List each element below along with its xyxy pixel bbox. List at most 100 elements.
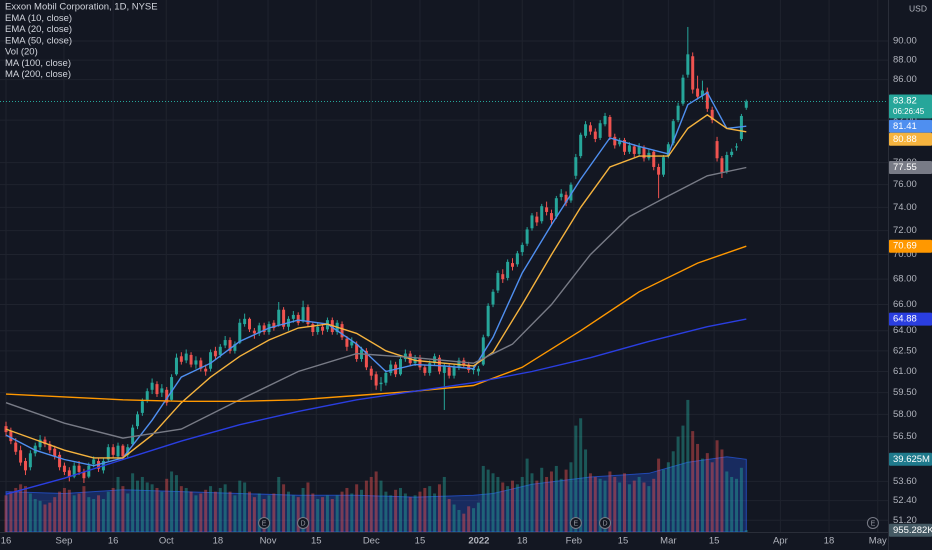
- volume-bar: [530, 473, 534, 532]
- volume-bar: [277, 476, 281, 532]
- volume-bar: [92, 498, 96, 532]
- volume-bar: [4, 495, 8, 532]
- volume-bar: [613, 476, 617, 532]
- candle-body: [574, 157, 578, 176]
- volume-ma-area: [5, 456, 747, 533]
- x-tick-label: Dec: [363, 536, 380, 547]
- price-label: 81.41: [893, 121, 917, 132]
- volume-bar: [72, 495, 76, 532]
- ma-line: [5, 245, 747, 402]
- candle-body: [535, 216, 539, 223]
- volume-bar: [77, 493, 81, 532]
- volume-bar: [447, 498, 451, 532]
- volume-bar: [525, 458, 529, 532]
- candle-body: [23, 461, 27, 471]
- price-label-box: [889, 119, 932, 133]
- candle-body: [613, 136, 617, 146]
- volume-bar: [632, 480, 636, 532]
- volume-bar: [491, 473, 495, 532]
- volume-bar: [228, 491, 232, 532]
- volume-bar: [131, 473, 135, 532]
- volume-bar: [340, 491, 344, 532]
- volume-bar: [686, 399, 690, 532]
- candle-body: [666, 144, 670, 157]
- price-label: 70.69: [893, 241, 917, 252]
- volume-bar: [384, 491, 388, 532]
- volume-bar: [311, 493, 315, 532]
- volume-bar: [218, 487, 222, 532]
- candle-body: [28, 453, 32, 468]
- volume-bar: [618, 482, 622, 532]
- candle-body: [661, 157, 665, 175]
- volume-bar: [360, 489, 364, 532]
- candle-body: [554, 198, 558, 217]
- candle-body: [442, 365, 446, 373]
- volume-bar: [696, 443, 700, 532]
- event-marker: [297, 517, 310, 529]
- candle-body: [257, 325, 261, 334]
- volume-bar: [145, 482, 149, 532]
- y-tick-label: 76.00: [893, 179, 917, 190]
- candle-body: [14, 442, 18, 452]
- candle-body: [379, 382, 383, 385]
- volume-bar: [554, 465, 558, 532]
- candle-body: [744, 101, 748, 108]
- candle-body: [525, 229, 529, 244]
- volume-bar: [48, 502, 52, 532]
- event-marker: [569, 517, 582, 529]
- volume-bar: [43, 504, 47, 532]
- candle-body: [671, 121, 675, 144]
- price-label: 83.82: [893, 95, 917, 106]
- volume-bar: [62, 487, 66, 532]
- candle-body: [311, 324, 315, 333]
- volume-bar: [296, 497, 300, 532]
- volume-bar: [423, 487, 427, 532]
- candle-body: [350, 341, 354, 346]
- candle-body: [511, 263, 515, 267]
- candle-body: [296, 314, 300, 323]
- candle-body: [540, 206, 544, 222]
- candle-body: [588, 125, 592, 132]
- volume-bar: [170, 471, 174, 532]
- candle-body: [355, 344, 359, 360]
- volume-bar: [501, 482, 505, 532]
- candle-body: [316, 326, 320, 333]
- candle-body: [160, 388, 164, 393]
- volume-bar: [413, 495, 417, 532]
- volume-bar: [598, 478, 602, 532]
- y-tick-label: 66.00: [893, 299, 917, 310]
- volume-bar: [140, 476, 144, 532]
- candle-body: [642, 147, 646, 159]
- volume-bar: [408, 497, 412, 532]
- candle-body: [135, 414, 139, 427]
- volume-bar: [394, 489, 398, 532]
- volume-bar: [705, 453, 709, 532]
- candle-body: [686, 54, 690, 75]
- price-label-box: [889, 523, 932, 537]
- volume-bar: [657, 458, 661, 532]
- volume-bar: [681, 425, 685, 532]
- price-label-box: [889, 239, 932, 253]
- volume-bar: [744, 530, 748, 532]
- volume-bar: [262, 498, 266, 532]
- candle-body: [209, 352, 213, 369]
- candle-body: [282, 309, 286, 327]
- volume-bar: [101, 498, 105, 532]
- candle-body: [452, 367, 456, 376]
- volume-bar: [652, 478, 656, 532]
- candle-body: [111, 447, 115, 455]
- y-tick-label: 51.20: [893, 515, 917, 526]
- volume-bar: [433, 493, 437, 532]
- candle-body: [593, 131, 597, 139]
- volume-bar: [627, 484, 631, 532]
- volume-bar: [19, 484, 23, 532]
- volume-bar: [179, 486, 183, 532]
- candle-body: [501, 274, 505, 280]
- candle-body: [423, 367, 427, 373]
- volume-bar: [194, 495, 198, 532]
- volume-bar: [511, 480, 515, 532]
- countdown-label: 06:26:45: [893, 107, 925, 116]
- volume-bar: [335, 495, 339, 532]
- volume-bar: [267, 495, 271, 532]
- candle-body: [145, 391, 149, 400]
